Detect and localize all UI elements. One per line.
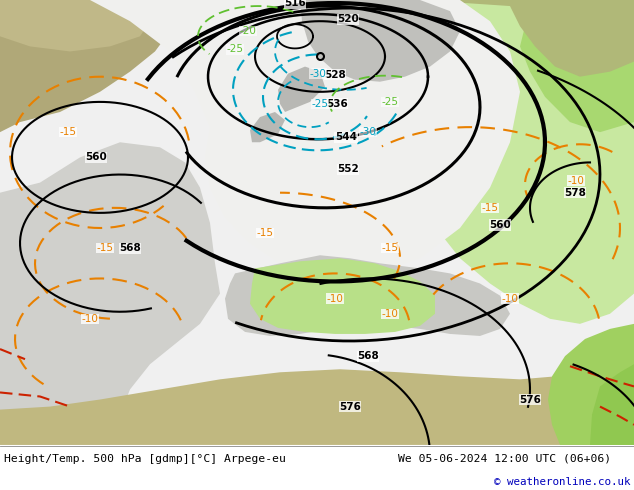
Text: -15: -15 xyxy=(60,127,77,137)
Text: 568: 568 xyxy=(119,243,141,253)
Polygon shape xyxy=(278,67,325,112)
Polygon shape xyxy=(300,0,460,82)
Polygon shape xyxy=(420,0,634,76)
Polygon shape xyxy=(0,0,150,51)
Polygon shape xyxy=(0,0,170,132)
Text: -10: -10 xyxy=(567,175,585,186)
Text: -25: -25 xyxy=(311,99,328,109)
Text: -15: -15 xyxy=(257,228,273,238)
Text: We 05-06-2024 12:00 UTC (06+06): We 05-06-2024 12:00 UTC (06+06) xyxy=(398,454,611,464)
Text: 560: 560 xyxy=(85,152,107,162)
Polygon shape xyxy=(350,0,634,324)
Text: 576: 576 xyxy=(519,394,541,405)
Text: © weatheronline.co.uk: © weatheronline.co.uk xyxy=(493,477,630,487)
Polygon shape xyxy=(90,0,520,275)
Text: -30: -30 xyxy=(359,127,377,137)
Text: 516: 516 xyxy=(284,0,306,8)
Text: -30: -30 xyxy=(309,69,327,79)
Text: -10: -10 xyxy=(382,309,398,319)
Polygon shape xyxy=(0,364,634,445)
Text: -25: -25 xyxy=(382,97,399,107)
Text: 578: 578 xyxy=(564,188,586,197)
Polygon shape xyxy=(250,112,285,142)
Polygon shape xyxy=(590,364,634,445)
Polygon shape xyxy=(450,0,634,132)
Polygon shape xyxy=(0,0,634,445)
Text: -10: -10 xyxy=(501,294,519,304)
Text: 528: 528 xyxy=(324,70,346,80)
Text: -15: -15 xyxy=(96,243,113,253)
Text: 568: 568 xyxy=(357,351,379,361)
Text: -15: -15 xyxy=(481,203,498,213)
Text: -10: -10 xyxy=(82,314,98,324)
Text: Height/Temp. 500 hPa [gdmp][°C] Arpege-eu: Height/Temp. 500 hPa [gdmp][°C] Arpege-e… xyxy=(4,454,286,464)
Text: -15: -15 xyxy=(382,243,399,253)
Text: 560: 560 xyxy=(489,220,511,230)
Polygon shape xyxy=(0,0,220,445)
Polygon shape xyxy=(250,258,435,334)
Text: 544: 544 xyxy=(335,132,357,142)
Text: 536: 536 xyxy=(326,99,348,109)
Text: -20: -20 xyxy=(240,26,256,36)
Polygon shape xyxy=(225,255,510,336)
Text: -25: -25 xyxy=(226,45,243,54)
Text: 576: 576 xyxy=(339,402,361,412)
Text: 552: 552 xyxy=(337,165,359,174)
Text: 520: 520 xyxy=(337,14,359,24)
Text: -10: -10 xyxy=(327,294,344,304)
Polygon shape xyxy=(548,324,634,445)
